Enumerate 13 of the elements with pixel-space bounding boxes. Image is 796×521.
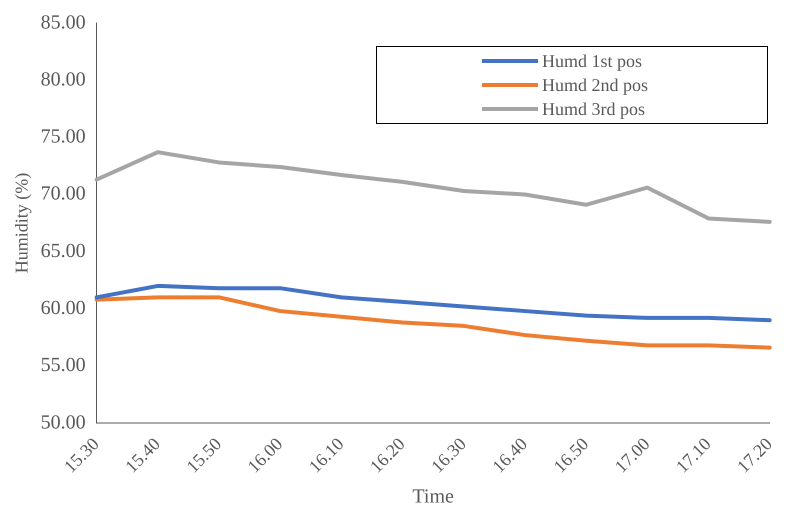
y-tick-label: 75.00 bbox=[40, 126, 86, 148]
legend-label: Humd 3rd pos bbox=[542, 98, 645, 120]
y-tick-label: 70.00 bbox=[40, 182, 86, 205]
x-axis-title: Time bbox=[412, 485, 454, 508]
y-tick-label: 80.00 bbox=[40, 68, 86, 90]
y-axis-title: Humidity (%) bbox=[12, 172, 32, 274]
y-tick-label: 85.00 bbox=[40, 11, 86, 34]
legend-label: Humd 1st pos bbox=[542, 50, 642, 72]
y-tick-label: 60.00 bbox=[40, 297, 86, 320]
y-tick-label: 65.00 bbox=[40, 240, 86, 262]
y-tick-label: 55.00 bbox=[40, 354, 86, 376]
legend-label: Humd 2nd pos bbox=[542, 74, 648, 96]
y-tick-label: 50.00 bbox=[40, 411, 86, 434]
